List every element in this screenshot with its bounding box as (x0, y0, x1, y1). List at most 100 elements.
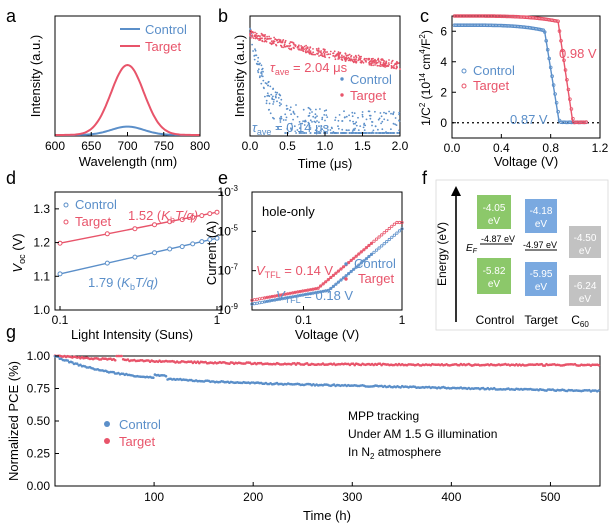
panel-c-xlabel: Voltage (V) (494, 154, 558, 169)
panel-f-c60-vb-unit: eV (579, 294, 592, 305)
panel-d-target-point (152, 222, 157, 228)
panel-b-control-point (309, 119, 312, 122)
panel-b-control-point (276, 91, 279, 94)
panel-b-control-point (334, 132, 337, 134)
panel-b-control-point (267, 84, 269, 87)
panel-b-control-point (280, 103, 282, 105)
panel-b-target-point (278, 38, 280, 41)
panel-b-target-point (269, 42, 272, 45)
panel-b-control-point (382, 132, 384, 134)
panel-b-target-point (266, 35, 268, 38)
panel-e-annot-control: VTFL = 0.18 V (276, 288, 353, 305)
panel-b-target-point (279, 39, 282, 42)
panel-d-xlabel: Light Intensity (Suns) (71, 327, 193, 342)
panel-c-annot-target: 0.98 V (559, 46, 597, 61)
panel-a-xlabel: Wavelength (nm) (79, 154, 178, 169)
panel-b-control-point (314, 117, 317, 119)
panel-b-control-point (369, 117, 372, 120)
panel-b-control-point (311, 111, 313, 113)
panel-f-control-cb-box (477, 195, 511, 229)
panel-e-control-point (372, 250, 376, 254)
panel-d-xtick-label: 0.1 (52, 313, 69, 327)
panel-f-target-vb-unit: eV (535, 282, 548, 293)
panel-b-target-point (379, 65, 382, 67)
panel-b-control-point (380, 122, 382, 125)
panel-f-control-cb-unit: eV (488, 216, 501, 227)
panel-g-ytick-label: 0.75 (27, 382, 51, 396)
panel-b-control-point (316, 132, 319, 134)
panel-e-ytick-label: 10-3 (218, 184, 239, 199)
panel-b-control-point (334, 116, 337, 119)
panel-b-annot-target: τave = 2.04 μs (270, 60, 348, 77)
panel-e-control-point (374, 248, 379, 252)
panel-b-target-point (316, 53, 319, 55)
panel-b-target-point (337, 58, 339, 60)
panel-b-target-point (301, 47, 303, 50)
panel-g-ylabel: Normalized PCE (%) (6, 361, 21, 481)
panel-e-control-point (344, 274, 348, 278)
panel-b-target-point (329, 50, 332, 53)
panel-b-control-point (323, 132, 325, 134)
panel-e-points (250, 220, 404, 306)
panel-e-xtick-label: 1 (399, 313, 406, 327)
panel-b-control-point (364, 132, 367, 134)
panel-d-control-point (167, 246, 173, 252)
panel-b-control-point (381, 120, 384, 123)
panel-g-control-point (164, 374, 168, 378)
panel-b-target-point (255, 32, 258, 35)
panel-b-control-point (309, 108, 312, 111)
panel-e-control-point (252, 301, 257, 306)
panel-b-target-point (305, 47, 307, 50)
panel-a-legend-control: Control (145, 22, 187, 37)
panel-b-control-point (282, 119, 285, 121)
panel-e-control-point (400, 227, 404, 231)
panel-c-ytick-label: 4 (440, 55, 447, 69)
panel-e-control-point (387, 237, 391, 242)
panel-b-target-point (391, 60, 393, 63)
panel-b-control-point (361, 111, 364, 113)
panel-c-target-point (582, 120, 587, 125)
panel-d-target-point (167, 219, 173, 225)
panel-b-control-point (261, 73, 263, 75)
panel-b-control-point (279, 94, 282, 97)
panel-b-control-point (262, 70, 264, 73)
panel-e-control-point (354, 265, 358, 269)
panel-b-target-point (387, 65, 390, 67)
panel-e-control-point (357, 263, 361, 267)
panel-b-control-point (348, 132, 351, 134)
panel-b-target-point (337, 51, 340, 53)
panel-b-control-point (261, 67, 264, 70)
panel-b-target-point (249, 37, 252, 39)
panel-b-target-point (309, 50, 312, 52)
panel-b-control-point (355, 121, 358, 124)
panel-f-c60-cb: -4.50 eV (574, 233, 597, 257)
panel-b-control-point (312, 115, 315, 118)
panel-b-control-point (386, 132, 389, 134)
panel-e-target-point (395, 220, 399, 225)
panel-b-target-point (350, 58, 353, 61)
panel-b-target-point (362, 61, 365, 64)
panel-g-legend-marker-target (104, 438, 110, 444)
panel-f-col-target: Target (524, 313, 558, 327)
panel-e-control-point (369, 252, 374, 256)
panel-c-control-fit-line (543, 30, 560, 123)
panel-c-ticks: 0.0 0.4 0.8 1.2 0 2 4 6 (440, 24, 608, 155)
panel-b-control-point (259, 75, 261, 77)
panel-e-target-point (336, 269, 340, 273)
panel-d-points (57, 209, 220, 277)
panel-b-control-point (260, 82, 263, 85)
panel-b-control-point (289, 106, 292, 109)
panel-letter-c: c (420, 6, 429, 26)
panel-letter-a: a (6, 6, 17, 26)
panel-b-control-point (262, 86, 265, 89)
panel-b-control-point (380, 115, 383, 118)
panel-b-control-point (290, 122, 293, 125)
panel-b-target-point (290, 47, 293, 50)
panel-b-control-point (296, 115, 299, 118)
panel-b-target-point (368, 63, 371, 66)
panel-f-target-vb-box (525, 262, 557, 296)
panel-b-control-point (298, 121, 301, 123)
panel-f-c60-cb-unit: eV (579, 246, 592, 257)
panel-b-target-point (372, 64, 374, 67)
panel-b-target-point (381, 65, 383, 67)
